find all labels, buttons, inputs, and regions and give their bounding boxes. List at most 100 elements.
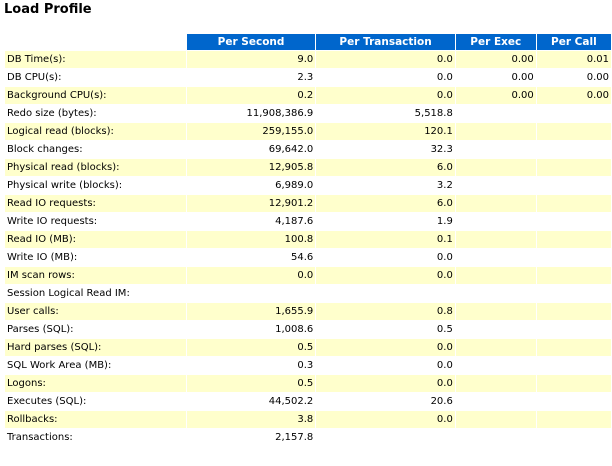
row-label: IM scan rows: [5,267,186,284]
per-call-value [536,177,611,194]
per-transaction-value: 0.0 [316,249,455,266]
per-second-value: 0.5 [186,339,316,356]
per-exec-value [455,429,536,446]
table-row: Read IO requests: 12,901.2 6.0 [5,195,611,212]
per-call-value [536,105,611,122]
table-row: Physical read (blocks): 12,905.8 6.0 [5,159,611,176]
row-label: Session Logical Read IM: [5,285,186,302]
table-header-row: Per Second Per Transaction Per Exec Per … [5,34,611,50]
per-call-value [536,375,611,392]
per-second-value: 12,905.8 [186,159,316,176]
per-exec-value [455,267,536,284]
header-label-column [5,34,186,50]
per-transaction-value: 3.2 [316,177,455,194]
per-second-value: 54.6 [186,249,316,266]
per-transaction-value: 0.8 [316,303,455,320]
row-label: Write IO (MB): [5,249,186,266]
per-transaction-value: 0.0 [316,375,455,392]
per-call-value [536,195,611,212]
per-transaction-value [316,429,455,446]
row-label: Redo size (bytes): [5,105,186,122]
per-second-value: 259,155.0 [186,123,316,140]
table-row: Write IO (MB): 54.6 0.0 [5,249,611,266]
per-exec-value [455,105,536,122]
per-transaction-value: 0.0 [316,69,455,86]
per-call-value [536,411,611,428]
table-row: Executes (SQL): 44,502.2 20.6 [5,393,611,410]
table-row: Background CPU(s): 0.2 0.0 0.00 0.00 [5,87,611,104]
per-exec-value: 0.00 [455,69,536,86]
per-exec-value [455,321,536,338]
per-exec-value [455,285,536,302]
per-exec-value [455,339,536,356]
per-transaction-value: 0.0 [316,411,455,428]
per-second-value: 0.2 [186,87,316,104]
per-transaction-value: 0.0 [316,51,455,68]
per-call-value [536,285,611,302]
per-transaction-value: 0.1 [316,231,455,248]
per-second-value: 0.0 [186,267,316,284]
table-row: Read IO (MB): 100.8 0.1 [5,231,611,248]
per-call-value [536,321,611,338]
per-call-value [536,429,611,446]
per-exec-value [455,249,536,266]
table-body: DB Time(s): 9.0 0.0 0.00 0.01 DB CPU(s): 2.3 0… [5,51,611,446]
page-title: Load Profile [4,2,92,17]
per-call-value: 0.01 [536,51,611,68]
per-call-value [536,213,611,230]
header-per-exec: Per Exec [455,34,536,50]
table-row: Rollbacks: 3.8 0.0 [5,411,611,428]
per-exec-value [455,195,536,212]
per-call-value [536,393,611,410]
per-second-value: 100.8 [186,231,316,248]
per-call-value [536,123,611,140]
row-label: Rollbacks: [5,411,186,428]
table-row: IM scan rows: 0.0 0.0 [5,267,611,284]
per-transaction-value: 0.0 [316,339,455,356]
per-transaction-value: 0.0 [316,267,455,284]
table-row: Physical write (blocks): 6,989.0 3.2 [5,177,611,194]
per-second-value: 69,642.0 [186,141,316,158]
per-transaction-value: 5,518.8 [316,105,455,122]
per-transaction-value [316,285,455,302]
table-row: SQL Work Area (MB): 0.3 0.0 [5,357,611,374]
per-call-value [536,267,611,284]
per-transaction-value: 6.0 [316,159,455,176]
per-transaction-value: 0.0 [316,87,455,104]
row-label: Background CPU(s): [5,87,186,104]
per-transaction-value: 32.3 [316,141,455,158]
per-exec-value [455,393,536,410]
per-second-value: 11,908,386.9 [186,105,316,122]
per-call-value [536,357,611,374]
per-exec-value [455,141,536,158]
per-second-value: 2.3 [186,69,316,86]
header-per-call: Per Call [536,34,611,50]
per-call-value [536,159,611,176]
per-transaction-value: 1.9 [316,213,455,230]
per-exec-value [455,159,536,176]
per-exec-value [455,357,536,374]
per-exec-value [455,231,536,248]
per-call-value [536,303,611,320]
per-transaction-value: 0.5 [316,321,455,338]
row-label: Logons: [5,375,186,392]
row-label: Hard parses (SQL): [5,339,186,356]
per-second-value: 1,655.9 [186,303,316,320]
per-exec-value [455,123,536,140]
per-exec-value [455,177,536,194]
row-label: Write IO requests: [5,213,186,230]
per-call-value: 0.00 [536,87,611,104]
table-row: Redo size (bytes): 11,908,386.9 5,518.8 [5,105,611,122]
per-second-value: 6,989.0 [186,177,316,194]
table-row: Block changes: 69,642.0 32.3 [5,141,611,158]
row-label: Physical write (blocks): [5,177,186,194]
table-row: Hard parses (SQL): 0.5 0.0 [5,339,611,356]
row-label: Block changes: [5,141,186,158]
per-transaction-value: 120.1 [316,123,455,140]
table-row: Write IO requests: 4,187.6 1.9 [5,213,611,230]
table-row: Logical read (blocks): 259,155.0 120.1 [5,123,611,140]
row-label: Logical read (blocks): [5,123,186,140]
per-call-value [536,339,611,356]
per-second-value: 4,187.6 [186,213,316,230]
table-row: Logons: 0.5 0.0 [5,375,611,392]
